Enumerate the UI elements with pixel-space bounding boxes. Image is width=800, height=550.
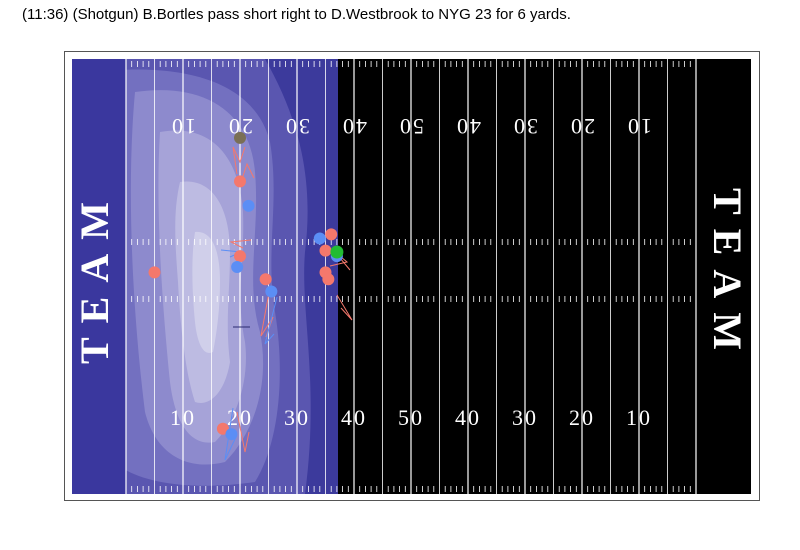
endzone-right	[696, 59, 751, 494]
yard-number-top: 10	[626, 114, 652, 139]
endzone-left-label: TEAM	[72, 188, 117, 364]
yard-number-top: 30	[512, 114, 538, 139]
route-traces	[220, 146, 353, 461]
official-marker	[234, 131, 246, 144]
yard-number-bottom: 10	[626, 405, 652, 430]
endzone-left	[72, 59, 126, 494]
yard-lines	[125, 59, 697, 494]
yard-number-bottom: 50	[398, 405, 424, 430]
offense-player	[148, 266, 161, 279]
defense-player	[242, 199, 255, 212]
football-field: TEAM TEAM 10 20 30 40 50 40 30 20 10 10 20 30 40 50 40…	[72, 59, 751, 494]
yard-number-bottom: 40	[455, 405, 481, 430]
yard-number-bottom: 30	[512, 405, 538, 430]
ball-marker	[330, 245, 344, 259]
players-layer	[148, 131, 344, 441]
offense-player	[319, 244, 332, 257]
play-description: (11:36) (Shotgun) B.Bortles pass short r…	[22, 6, 571, 23]
defense-player	[225, 428, 238, 441]
endzone-right-label: TEAM	[705, 188, 750, 364]
yard-number-bottom: 10	[170, 405, 196, 430]
yard-number-top: 40	[455, 114, 481, 139]
yard-number-top: 40	[341, 114, 367, 139]
density-overlay	[72, 59, 338, 494]
defense-player	[313, 232, 326, 245]
yard-number-bottom: 30	[284, 405, 310, 430]
yard-number-bottom: 20	[569, 405, 595, 430]
defense-player	[265, 285, 278, 298]
offense-player	[259, 273, 272, 286]
yard-number-bottom: 20	[227, 405, 253, 430]
yard-number-bottom: 40	[341, 405, 367, 430]
offense-player	[325, 228, 338, 241]
offense-player	[322, 273, 335, 286]
hash-marks	[131, 61, 691, 492]
yard-number-top: 30	[284, 114, 310, 139]
field-frame: TEAM TEAM 10 20 30 40 50 40 30 20 10 10 20 30 40 50 40…	[64, 51, 760, 501]
offense-player	[234, 250, 246, 263]
yard-number-top: 20	[569, 114, 595, 139]
offense-player	[216, 422, 229, 435]
offense-player	[234, 175, 246, 188]
yard-number-top: 50	[398, 114, 424, 139]
yard-number-top: 10	[170, 114, 196, 139]
defense-player	[231, 260, 244, 273]
